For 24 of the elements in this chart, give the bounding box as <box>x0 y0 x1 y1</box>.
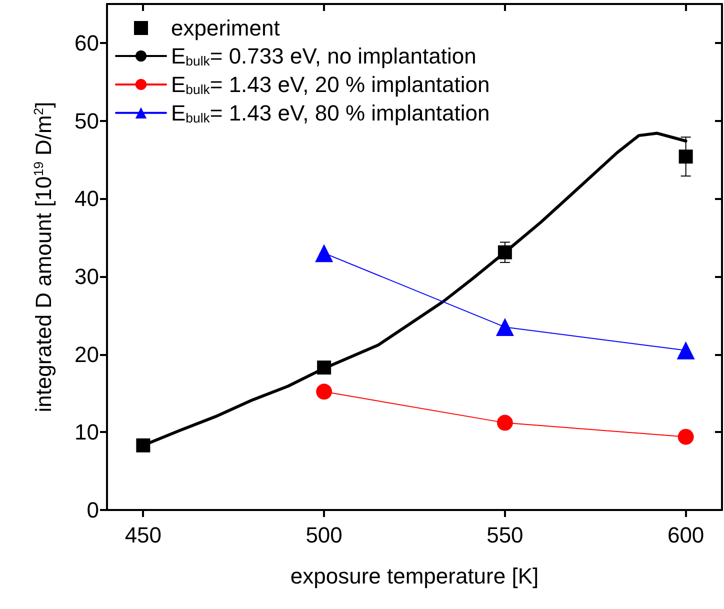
x-tick-label: 450 <box>124 522 162 548</box>
y-tick-label: 30 <box>74 264 99 289</box>
x-axis-title: exposure temperature [K] <box>290 564 539 588</box>
point <box>496 414 513 431</box>
legend-label: Ebulk= 1.43 eV, 80 % implantation <box>171 100 490 126</box>
legend-label: experiment <box>171 16 280 40</box>
y-tick-label: 50 <box>74 108 99 134</box>
point <box>678 150 693 164</box>
x-tick-label: 500 <box>306 522 342 548</box>
point <box>496 318 514 336</box>
y-tick-label: 60 <box>74 30 99 56</box>
y-axis-title: integrated D amount [1019 D/m2] <box>31 102 56 412</box>
legend-label: Ebulk= 0.733 eV, no implantation <box>171 44 476 68</box>
y-tick-label: 10 <box>74 420 99 445</box>
point <box>315 244 334 262</box>
y-tick-label: 40 <box>74 186 99 212</box>
point <box>676 341 695 360</box>
x-tick-label: 550 <box>486 522 524 548</box>
legend-label: Ebulk= 1.43 eV, 20 % implantation <box>171 72 490 97</box>
x-tick-label: 600 <box>667 522 704 548</box>
y-tick-label: 20 <box>74 342 99 367</box>
point <box>678 428 694 445</box>
y-tick-label: 0 <box>86 498 99 522</box>
point <box>316 384 332 400</box>
